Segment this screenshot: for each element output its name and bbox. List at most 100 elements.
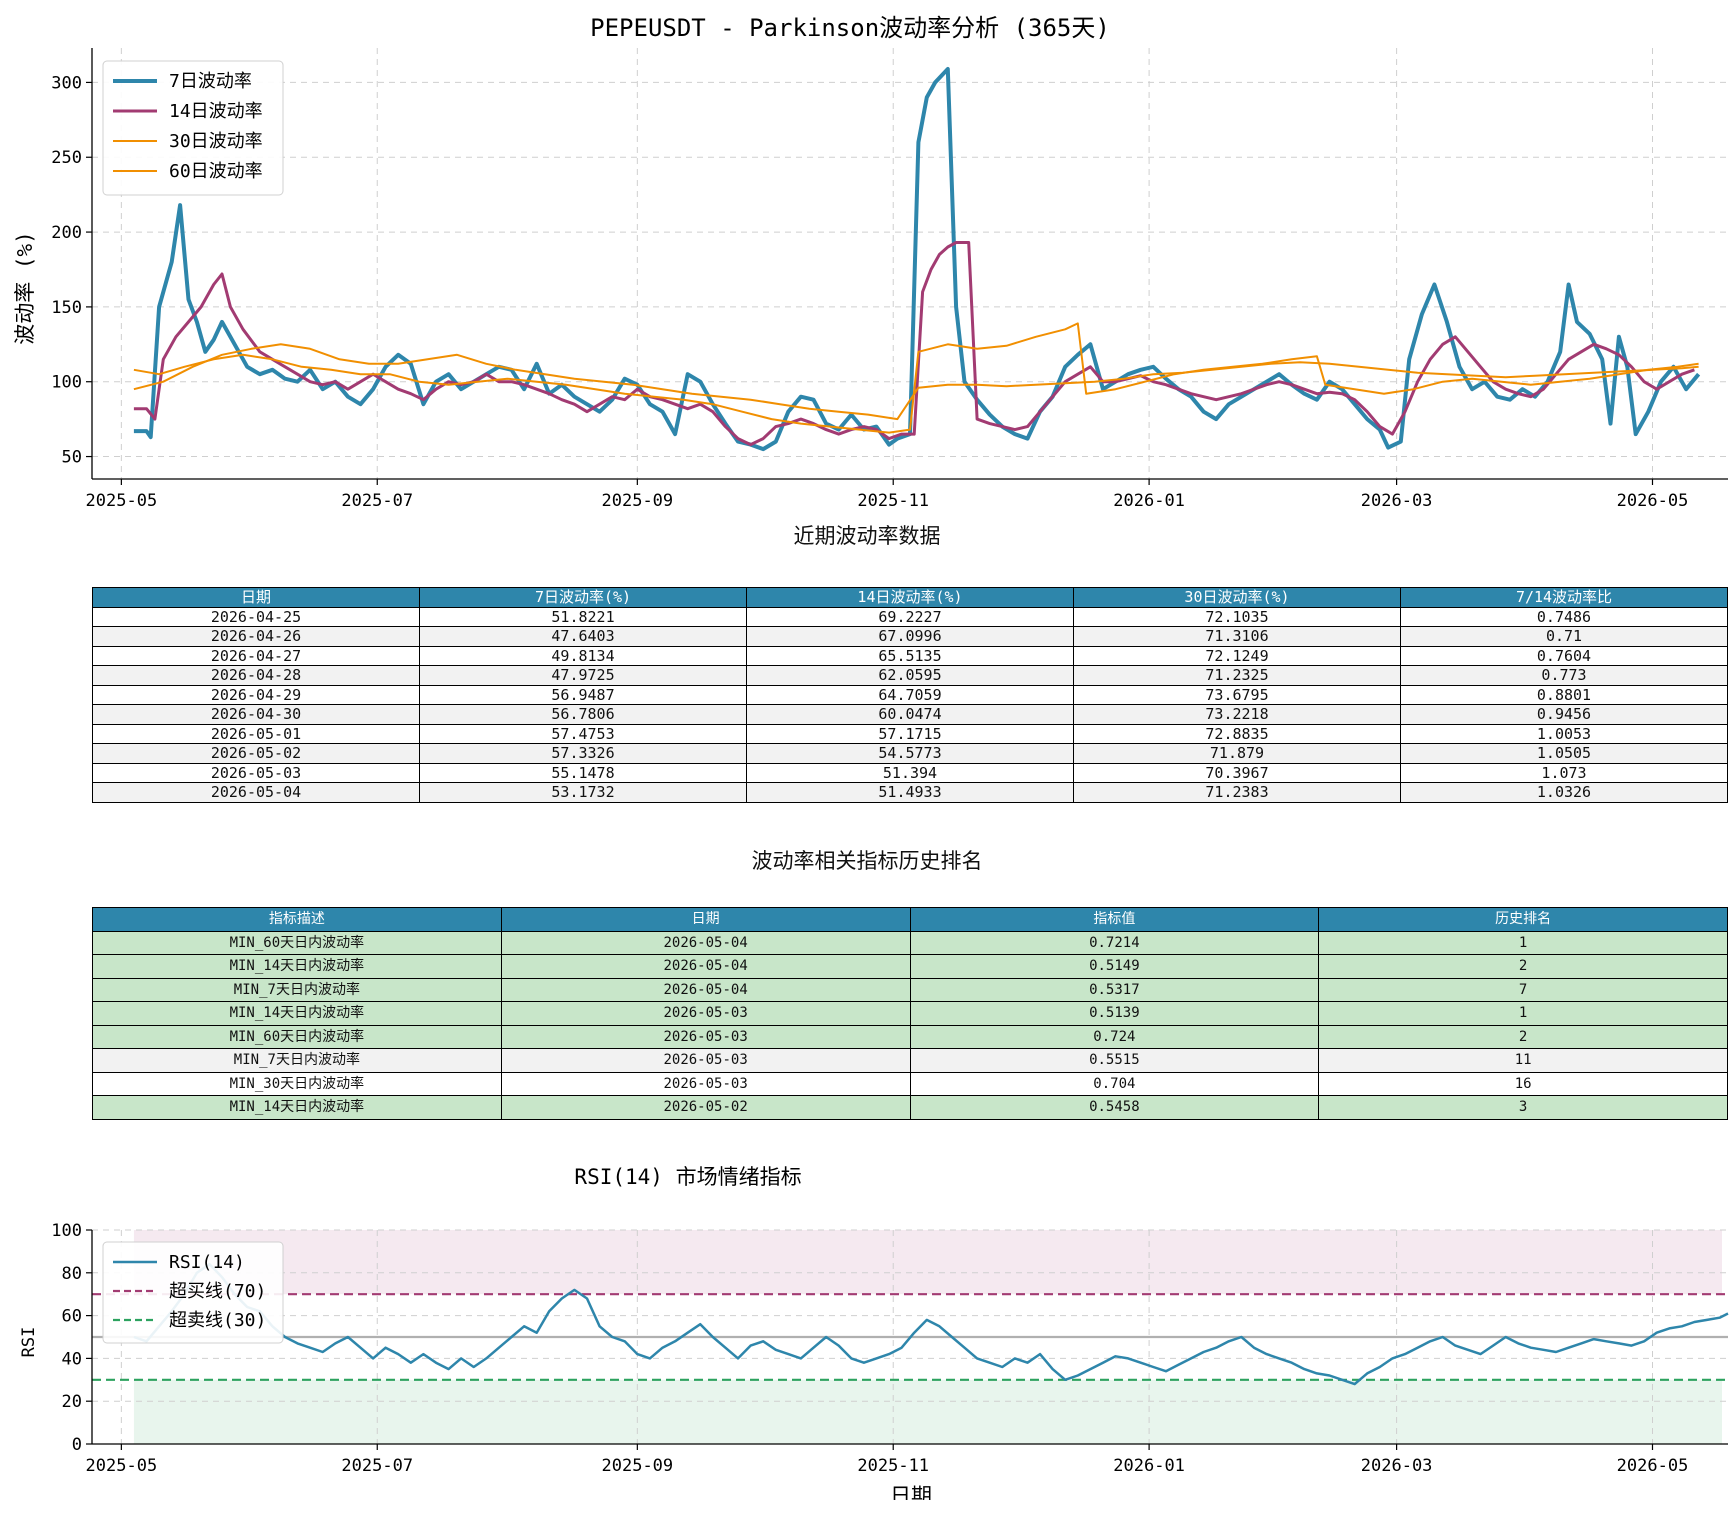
table-cell: MIN_30天日内波动率 [92,1071,502,1096]
table-cell: 3 [1318,1095,1728,1120]
table-cell: 51.4933 [746,782,1074,803]
table-cell: 2 [1318,1024,1728,1049]
table-cell: 0.7486 [1400,606,1728,627]
table-cell: 0.5515 [909,1048,1320,1073]
table-cell: 2026-04-27 [92,645,420,666]
table-cell: 0.8801 [1400,684,1728,705]
table-cell: 7 [1318,977,1728,1002]
table-cell: 2026-04-26 [92,626,420,647]
table-cell: MIN_14天日内波动率 [92,1095,502,1120]
table-cell: 2026-04-25 [92,606,420,627]
table-cell: 0.5139 [909,1001,1320,1026]
table-cell: 2026-05-04 [500,977,911,1002]
table-cell: 54.5773 [746,743,1074,764]
volatility-chart-title: PEPEUSDT - Parkinson波动率分析 (365天) [590,14,1110,42]
table-cell: 2026-05-03 [500,1001,911,1026]
legend-box [102,60,284,196]
table-row: MIN_14天日内波动率 2026-05-03 0.5139 1 [92,1001,1728,1026]
table-cell: 0.773 [1400,665,1728,686]
table-cell: 0.5458 [909,1095,1320,1120]
series-line [133,241,1695,447]
table-cell: 72.1249 [1073,645,1401,666]
y-tick-label: 100 [51,1221,82,1241]
table-cell: 71.2325 [1073,665,1401,686]
table-cell: 56.7806 [419,704,747,725]
rsi-chart-title: RSI(14) 市场情绪指标 [574,1165,801,1189]
table-cell: 64.7059 [746,684,1074,705]
legend-label: 60日波动率 [169,161,263,182]
table-row: 2026-04-27 49.8134 65.5135 72.1249 0.7604 [92,645,1728,666]
table-row: MIN_60天日内波动率 2026-05-03 0.724 2 [92,1024,1728,1049]
rsi-chart: RSI(14) 市场情绪指标 RSI 日期 0 20 40 60 80 100 2025-0… [19,1165,1729,1500]
y-tick-label: 60 [62,1307,82,1327]
history-ranking-table: 指标描述 日期 指标值 历史排名 MIN_60天日内波动率 2026-05-04 0.72… [92,907,1728,1120]
table-cell: MIN_60天日内波动率 [92,1024,502,1049]
table-cell: 2026-04-29 [92,684,420,705]
table-cell: 51.8221 [419,606,747,627]
table-cell: 71.2383 [1073,782,1401,803]
table-cell: 57.1715 [746,723,1074,744]
legend-label: 7日波动率 [169,71,252,92]
table-cell: 0.5317 [909,977,1320,1002]
table-cell: 67.0996 [746,626,1074,647]
table-cell: 2026-05-03 [500,1048,911,1073]
table-cell: 72.1035 [1073,606,1401,627]
table-row: MIN_7天日内波动率 2026-05-04 0.5317 7 [92,977,1728,1002]
series-line [133,1262,1729,1386]
table1-title: 近期波动率数据 [793,524,941,548]
table-row: MIN_14天日内波动率 2026-05-02 0.5458 3 [92,1095,1728,1120]
table-cell: 2026-05-04 [92,782,420,803]
table-cell: 49.8134 [419,645,747,666]
y-tick-label: 20 [62,1392,82,1412]
table-header-cell: 指标描述 [92,907,502,932]
table-header-cell: 14日波动率(%) [746,587,1074,608]
table-row: 2026-04-25 51.8221 69.2227 72.1035 0.7486 [92,606,1728,627]
table-cell: MIN_60天日内波动率 [92,930,502,955]
table-cell: 57.3326 [419,743,747,764]
table-cell: 71.3106 [1073,626,1401,647]
rsi-zone-band [133,1230,1722,1295]
x-tick-label: 2026-01 [1113,1456,1185,1476]
table-cell: MIN_7天日内波动率 [92,977,502,1002]
table-cell: 47.6403 [419,626,747,647]
legend-label: 14日波动率 [169,101,263,122]
table-cell: 1 [1318,1001,1728,1026]
table-row: 2026-05-04 53.1732 51.4933 71.2383 1.0326 [92,782,1728,803]
table-cell: MIN_7天日内波动率 [92,1048,502,1073]
x-tick-label: 2026-05 [1617,1456,1689,1476]
series-line [133,343,1699,421]
table-cell: 2026-05-03 [92,762,420,783]
x-tick-label: 2025-07 [341,1456,413,1476]
table-cell: 0.7214 [909,930,1320,955]
table-cell: MIN_14天日内波动率 [92,954,502,979]
x-tick-label: 2026-03 [1361,1456,1433,1476]
table-row: 2026-04-26 47.6403 67.0996 71.3106 0.71 [92,626,1728,647]
table-cell: 0.9456 [1400,704,1728,725]
table-cell: MIN_14天日内波动率 [92,1001,502,1026]
legend-label: 30日波动率 [169,131,263,152]
rsi-plot-area: 0 20 40 60 80 100 2025-05 2025-07 2025-09 2025-11… [51,1221,1729,1476]
table-header-cell: 7/14波动率比 [1400,587,1728,608]
recent-volatility-table: 日期 7日波动率(%) 14日波动率(%) 30日波动率(%) 7/14波动率比 202… [92,587,1728,803]
y-tick-label: 150 [51,298,82,318]
table-cell: 62.0595 [746,665,1074,686]
table-cell: 60.0474 [746,704,1074,725]
table-cell: 1.0505 [1400,743,1728,764]
table-row: 2026-05-02 57.3326 54.5773 71.879 1.0505 [92,743,1728,764]
table-row: 2026-04-30 56.7806 60.0474 73.2218 0.9456 [92,704,1728,725]
table-header-cell: 日期 [92,587,420,608]
table-cell: 73.2218 [1073,704,1401,725]
rsi-zone-band [133,1379,1722,1444]
table-cell: 2 [1318,954,1728,979]
table-header-cell: 日期 [500,907,911,932]
table-cell: 2026-05-01 [92,723,420,744]
table-cell: 16 [1318,1071,1728,1096]
table-cell: 0.7604 [1400,645,1728,666]
x-tick-label: 2025-07 [341,491,413,510]
x-tick-label: 2025-05 [86,491,158,510]
table-cell: 2026-05-03 [500,1024,911,1049]
table-cell: 0.724 [909,1024,1320,1049]
table-header-cell: 历史排名 [1318,907,1728,932]
x-tick-label: 2025-11 [857,491,929,510]
table-cell: 2026-05-04 [500,930,911,955]
